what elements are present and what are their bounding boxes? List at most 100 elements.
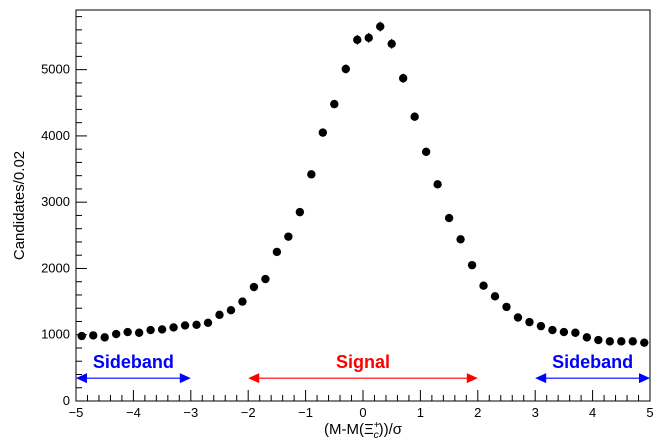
data-point <box>364 32 373 43</box>
point-marker <box>617 337 626 346</box>
data-point <box>100 333 109 342</box>
point-marker <box>226 306 236 315</box>
data-point <box>330 99 339 109</box>
data-point <box>456 235 465 244</box>
point-marker <box>100 333 109 342</box>
data-point <box>559 327 569 337</box>
data-point <box>582 333 592 342</box>
point-marker <box>261 274 270 284</box>
y-axis-title: Candidates/0.02 <box>11 151 28 260</box>
data-point <box>536 321 546 331</box>
point-marker <box>284 232 293 241</box>
point-marker <box>376 22 385 31</box>
annotation-label: Signal <box>336 352 390 372</box>
annotation-label: Sideband <box>552 352 633 372</box>
data-point <box>433 180 442 189</box>
annotation-layer: Sideband Signal Sideband <box>76 352 650 384</box>
data-point <box>318 128 328 137</box>
annotation-sideband-2: Sideband <box>535 352 650 384</box>
data-point <box>525 317 534 327</box>
point-marker <box>353 35 362 45</box>
data-point <box>157 325 167 334</box>
point-marker <box>364 33 373 43</box>
data-point <box>249 282 259 292</box>
x-tick-label: 4 <box>589 405 596 420</box>
point-marker <box>272 247 282 257</box>
point-marker <box>146 325 155 335</box>
data-point <box>123 327 132 337</box>
data-point <box>77 331 86 341</box>
point-marker <box>203 318 213 327</box>
point-marker <box>134 328 144 337</box>
annotation-signal-1: Signal <box>248 352 478 384</box>
point-marker <box>387 39 396 48</box>
y-tick-label: 0 <box>63 393 70 408</box>
data-point <box>226 306 236 315</box>
point-marker <box>559 327 569 337</box>
x-tick-label: −5 <box>69 405 84 420</box>
point-marker <box>398 74 408 83</box>
x-axis-title-superscript: + <box>374 420 380 431</box>
point-marker <box>238 297 247 306</box>
point-marker <box>421 147 431 157</box>
data-point <box>513 313 523 322</box>
point-marker <box>594 335 603 345</box>
point-marker <box>513 313 523 322</box>
data-point <box>272 247 282 257</box>
point-marker <box>157 325 167 334</box>
y-tick-label: 1000 <box>41 327 70 342</box>
point-marker <box>192 320 201 329</box>
x-tick-label: 2 <box>474 405 481 420</box>
data-point <box>203 318 213 327</box>
point-marker <box>215 310 224 320</box>
data-point <box>490 292 500 301</box>
data-point <box>640 338 649 347</box>
y-tick-label: 4000 <box>41 128 70 143</box>
data-point <box>341 64 350 74</box>
x-axis-title-subscript: c <box>374 430 379 440</box>
x-tick-label: −4 <box>126 405 141 420</box>
annotation-arrow-head-left <box>535 373 547 384</box>
point-marker <box>410 112 419 121</box>
data-point <box>444 213 454 223</box>
point-marker <box>77 331 86 341</box>
point-marker <box>571 328 580 337</box>
x-tick-label: 5 <box>646 405 653 420</box>
point-marker <box>180 321 190 330</box>
point-marker <box>640 338 649 347</box>
point-marker <box>169 323 178 332</box>
data-point <box>353 34 362 45</box>
point-marker <box>582 333 592 342</box>
data-point <box>548 325 557 335</box>
point-marker <box>318 128 328 137</box>
x-tick-label: −2 <box>241 405 256 420</box>
x-tick-label: 1 <box>417 405 424 420</box>
point-marker <box>433 180 442 189</box>
point-marker <box>123 327 132 337</box>
point-marker <box>502 302 511 312</box>
data-point <box>169 323 178 332</box>
point-marker <box>490 292 500 301</box>
data-point <box>376 21 385 32</box>
point-marker <box>295 207 305 217</box>
y-tick-label: 5000 <box>41 62 70 77</box>
point-marker <box>89 331 98 340</box>
data-point <box>571 328 580 337</box>
data-point <box>295 207 305 217</box>
data-point <box>502 302 511 312</box>
y-axis-ticks: 0 1000 2000 3000 4000 5000 <box>41 16 87 408</box>
y-tick-label: 3000 <box>41 194 70 209</box>
annotation-sideband-0: Sideband <box>76 352 191 384</box>
data-point <box>628 337 637 346</box>
x-axis-ticks: −5 −4 −3 −2 −1 0 1 2 3 4 5 <box>69 390 654 420</box>
point-marker <box>456 235 465 244</box>
data-point <box>605 337 615 346</box>
point-marker <box>249 282 259 292</box>
annotation-arrow-head-right <box>466 373 478 384</box>
point-marker <box>536 321 546 331</box>
data-point <box>111 329 121 339</box>
x-tick-label: −1 <box>298 405 313 420</box>
y-tick-label: 2000 <box>41 260 70 275</box>
point-marker <box>605 337 615 346</box>
